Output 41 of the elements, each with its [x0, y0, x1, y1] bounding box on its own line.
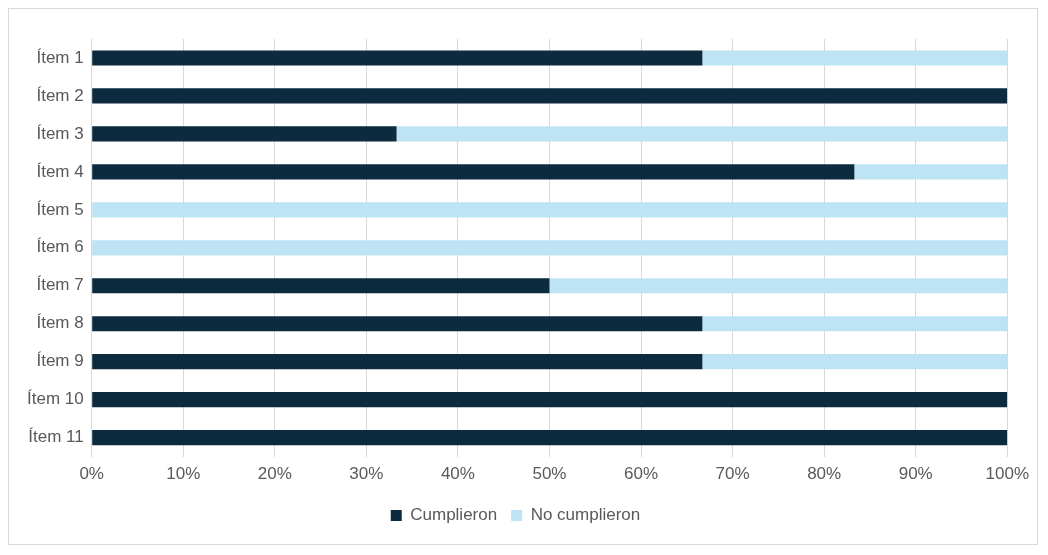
y-tick-label: Ítem 2 [36, 85, 84, 105]
y-tick-label: Ítem 1 [36, 47, 84, 67]
x-tick-label: 70% [715, 464, 750, 484]
bar [702, 50, 1008, 66]
bar [92, 240, 1008, 256]
bar [702, 316, 1008, 332]
bar [92, 164, 855, 180]
x-tick-label: 90% [898, 464, 933, 484]
x-tick-label: 30% [349, 464, 384, 484]
bar [92, 202, 1008, 218]
bar [92, 126, 397, 142]
y-tick-label: Ítem 10 [26, 389, 84, 409]
y-tick-label: Ítem 6 [36, 237, 84, 257]
bar [92, 354, 703, 370]
y-tick-label: Ítem 9 [36, 351, 84, 371]
bar [702, 354, 1008, 370]
y-tick-label: Ítem 3 [36, 123, 84, 143]
bar [396, 126, 1008, 142]
bar [92, 430, 1008, 446]
bar [92, 392, 1008, 408]
x-tick-label: 80% [807, 464, 842, 484]
bar [92, 50, 703, 66]
legend-label: Cumplieron [410, 505, 498, 525]
bar [854, 164, 1008, 180]
x-tick-label: 40% [440, 464, 475, 484]
x-tick-label: 10% [166, 464, 201, 484]
legend-label: No cumplieron [530, 505, 641, 525]
y-tick-label: Ítem 7 [36, 275, 84, 295]
bar [92, 278, 550, 294]
x-tick-label: 20% [257, 464, 292, 484]
bar [549, 278, 1008, 294]
y-tick-label: Ítem 5 [36, 199, 84, 219]
x-tick-label: 0% [79, 464, 104, 484]
bar [92, 316, 703, 332]
y-tick-label: Ítem 8 [36, 313, 84, 333]
y-tick-label: Ítem 11 [28, 427, 84, 447]
bar [92, 88, 1008, 104]
y-tick-label: Ítem 4 [36, 161, 84, 181]
x-tick-label: 60% [624, 464, 659, 484]
x-tick-label: 50% [532, 464, 567, 484]
x-tick-label: 100% [985, 464, 1029, 484]
